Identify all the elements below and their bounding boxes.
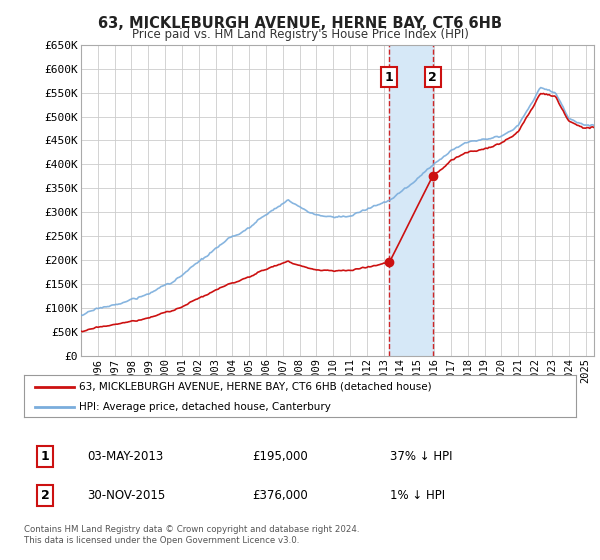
Text: 37% ↓ HPI: 37% ↓ HPI xyxy=(390,450,452,463)
Text: 03-MAY-2013: 03-MAY-2013 xyxy=(87,450,163,463)
Text: 2: 2 xyxy=(428,71,437,84)
Text: 1% ↓ HPI: 1% ↓ HPI xyxy=(390,489,445,502)
Text: £195,000: £195,000 xyxy=(252,450,308,463)
Text: 1: 1 xyxy=(385,71,394,84)
Bar xyxy=(389,45,433,356)
Text: HPI: Average price, detached house, Canterbury: HPI: Average price, detached house, Cant… xyxy=(79,402,331,412)
Text: 63, MICKLEBURGH AVENUE, HERNE BAY, CT6 6HB (detached house): 63, MICKLEBURGH AVENUE, HERNE BAY, CT6 6… xyxy=(79,382,432,392)
Text: £376,000: £376,000 xyxy=(252,489,308,502)
Text: Contains HM Land Registry data © Crown copyright and database right 2024.
This d: Contains HM Land Registry data © Crown c… xyxy=(24,525,359,545)
Text: Price paid vs. HM Land Registry's House Price Index (HPI): Price paid vs. HM Land Registry's House … xyxy=(131,28,469,41)
Text: 1: 1 xyxy=(41,450,49,463)
Text: 30-NOV-2015: 30-NOV-2015 xyxy=(87,489,165,502)
Text: 63, MICKLEBURGH AVENUE, HERNE BAY, CT6 6HB: 63, MICKLEBURGH AVENUE, HERNE BAY, CT6 6… xyxy=(98,16,502,31)
Text: 2: 2 xyxy=(41,489,49,502)
